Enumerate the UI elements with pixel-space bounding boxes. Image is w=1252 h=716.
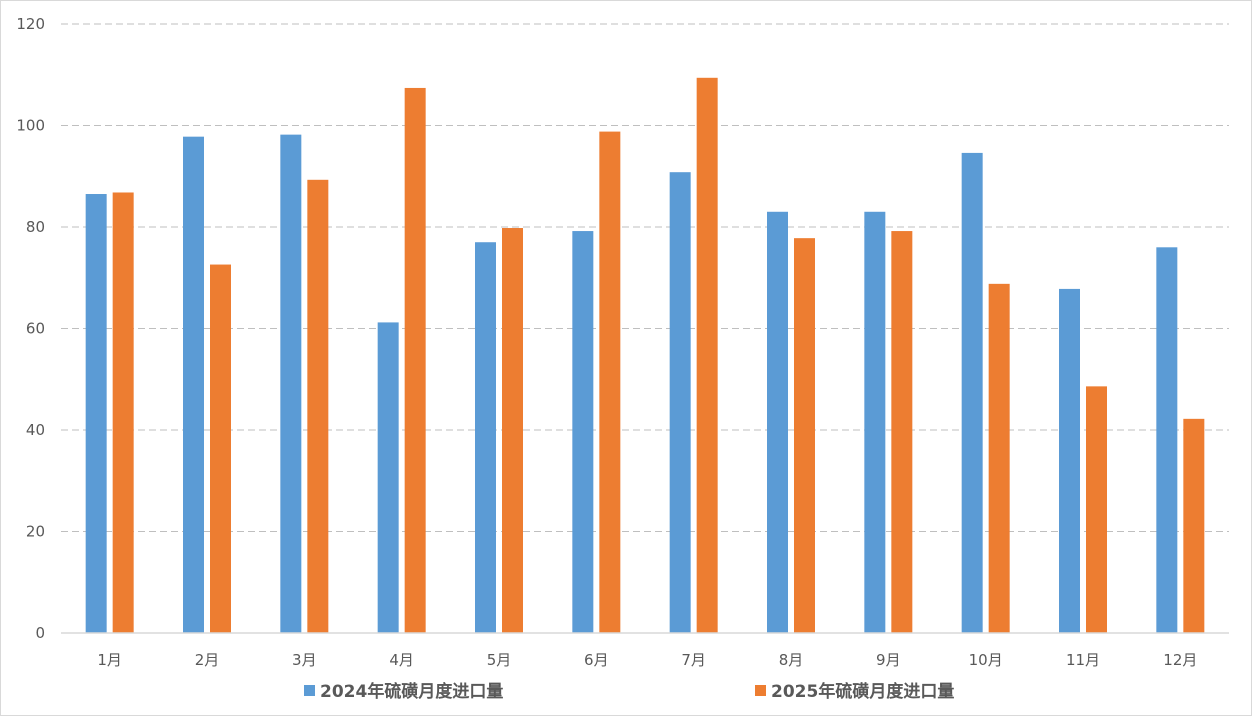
bar-2024-3	[280, 134, 302, 633]
bar-2024-8	[767, 211, 788, 633]
x-tick-label: 5月	[487, 651, 512, 669]
x-tick-label: 3月	[292, 651, 317, 669]
bar-2024-9	[864, 211, 886, 633]
x-tick-label: 1月	[97, 651, 122, 669]
bar-2025-9	[891, 231, 913, 633]
y-axis-ticks: 0 20 40 60 80 100 120	[16, 15, 45, 642]
bar-2025-2	[210, 264, 231, 633]
bar-2025-3	[307, 179, 329, 634]
bar-2025-6	[599, 131, 621, 633]
bar-2024-11	[1059, 288, 1080, 633]
legend-swatch	[304, 685, 315, 696]
bar-2025-5	[502, 228, 523, 633]
y-tick-label: 100	[16, 117, 45, 135]
legend-item-2025: 2025年硫磺月度进口量	[755, 681, 954, 702]
legend-swatch	[755, 685, 766, 696]
bar-2025-8	[794, 238, 815, 634]
gridlines	[61, 23, 1229, 532]
y-tick-label: 80	[26, 218, 45, 236]
legend-item-2024: 2024年硫磺月度进口量	[304, 681, 503, 702]
bar-2024-10	[961, 152, 983, 633]
bar-2024-2	[183, 136, 204, 634]
bar-2025-12	[1183, 418, 1205, 633]
bar-2025-1	[112, 192, 134, 634]
bar-2024-4	[377, 322, 399, 633]
x-axis-ticks: 1月 2月 3月 4月 5月 6月 7月 8月 9月 10月 11月 12月	[97, 651, 1197, 669]
bar-2025-4	[404, 87, 426, 633]
y-tick-label: 120	[16, 15, 45, 33]
bar-2024-5	[475, 242, 496, 633]
y-tick-label: 40	[26, 421, 45, 439]
bar-2024-7	[669, 172, 691, 633]
x-tick-label: 10月	[969, 651, 1003, 669]
x-tick-label: 2月	[195, 651, 220, 669]
x-tick-label: 7月	[681, 651, 706, 669]
bar-2024-1	[85, 194, 107, 633]
bar-2025-11	[1086, 386, 1107, 633]
y-tick-label: 20	[26, 523, 45, 541]
y-tick-label: 0	[35, 624, 45, 642]
bars	[85, 77, 1205, 634]
legend-label: 2025年硫磺月度进口量	[771, 681, 954, 702]
legend-label: 2024年硫磺月度进口量	[320, 681, 503, 702]
bar-2025-7	[696, 77, 718, 634]
y-tick-label: 60	[26, 320, 45, 338]
bar-2024-6	[572, 231, 594, 633]
x-tick-label: 12月	[1163, 651, 1197, 669]
x-tick-label: 6月	[584, 651, 609, 669]
x-tick-label: 8月	[779, 651, 804, 669]
x-tick-label: 4月	[389, 651, 414, 669]
x-tick-label: 9月	[876, 651, 901, 669]
legend: 2024年硫磺月度进口量 2025年硫磺月度进口量	[304, 681, 954, 702]
x-tick-label: 11月	[1066, 651, 1100, 669]
bar-2024-12	[1156, 247, 1178, 634]
bar-2025-10	[988, 283, 1010, 633]
